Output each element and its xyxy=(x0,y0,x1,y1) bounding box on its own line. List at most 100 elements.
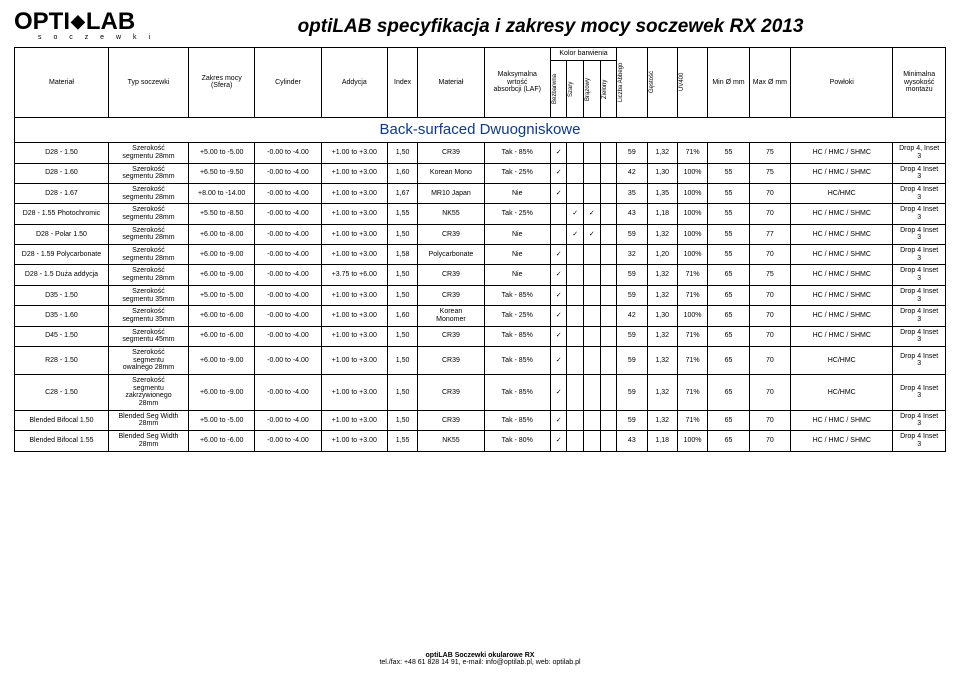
table-cell: ✓ xyxy=(550,306,567,326)
table-row: D35 - 1.60Szerokośćsegmentu 35mm+6.00 to… xyxy=(15,306,946,326)
table-cell: -0.00 to -4.00 xyxy=(255,143,321,163)
table-cell: +1.00 to +3.00 xyxy=(321,431,387,451)
table-cell xyxy=(584,265,601,285)
table-cell: 71% xyxy=(677,143,707,163)
table-cell: +6.00 to -6.00 xyxy=(189,431,255,451)
h-uv400: UV400 xyxy=(677,48,707,118)
table-row: D28 - Polar 1.50Szerokośćsegmentu 28mm+6… xyxy=(15,224,946,244)
table-cell: 70 xyxy=(749,183,790,203)
table-cell: -0.00 to -4.00 xyxy=(255,285,321,305)
table-cell: Tak - 25% xyxy=(484,163,550,183)
table-cell: Szerokośćsegmentu 28mm xyxy=(108,224,188,244)
table-cell: 55 xyxy=(708,204,749,224)
table-cell xyxy=(550,204,567,224)
table-cell: 1,32 xyxy=(647,410,677,430)
table-cell: Nie xyxy=(484,245,550,265)
table-cell: Tak - 85% xyxy=(484,285,550,305)
table-row: D45 - 1.50Szerokośćsegmentu 45mm+6.00 to… xyxy=(15,326,946,346)
table-cell: 100% xyxy=(677,224,707,244)
table-cell: 1,18 xyxy=(647,431,677,451)
table-cell: +3.75 to +6.00 xyxy=(321,265,387,285)
table-cell: ✓ xyxy=(550,375,567,411)
table-cell xyxy=(584,163,601,183)
table-cell: Nie xyxy=(484,183,550,203)
table-cell: Drop 4 Inset3 xyxy=(893,346,946,374)
table-cell xyxy=(600,285,617,305)
table-cell: HC / HMC / SHMC xyxy=(791,204,893,224)
table-cell xyxy=(600,245,617,265)
table-cell: +6.50 to -9.50 xyxy=(189,163,255,183)
table-cell: 71% xyxy=(677,285,707,305)
table-cell xyxy=(584,306,601,326)
h-abbe: Liczba Abbego xyxy=(617,48,647,118)
table-cell: HC/HMC xyxy=(791,375,893,411)
table-cell: +1.00 to +3.00 xyxy=(321,285,387,305)
table-cell: CR39 xyxy=(418,285,484,305)
table-cell: HC/HMC xyxy=(791,183,893,203)
page-footer: optiLAB Soczewki okularowe RX tel./fax: … xyxy=(0,652,960,666)
table-cell: 70 xyxy=(749,326,790,346)
table-cell: -0.00 to -4.00 xyxy=(255,375,321,411)
table-cell xyxy=(567,326,584,346)
table-cell: MR10 Japan xyxy=(418,183,484,203)
table-row: Blended Bifocal 1.50Blended Seg Width28m… xyxy=(15,410,946,430)
table-cell: HC / HMC / SHMC xyxy=(791,143,893,163)
table-cell: 70 xyxy=(749,245,790,265)
table-cell: +5.00 to -5.00 xyxy=(189,143,255,163)
table-cell: ✓ xyxy=(550,431,567,451)
table-cell: 1,50 xyxy=(387,285,417,305)
table-cell: ✓ xyxy=(550,326,567,346)
table-cell: 65 xyxy=(708,265,749,285)
logo-main: OPTI◆LAB xyxy=(14,8,135,36)
table-row: Blended Bifocal 1.55Blended Seg Width28m… xyxy=(15,431,946,451)
table-cell: D28 - 1.59 Polycarbonate xyxy=(15,245,109,265)
table-cell: 77 xyxy=(749,224,790,244)
table-cell: 59 xyxy=(617,285,647,305)
table-row: D28 - 1.5 Duża addycjaSzerokośćsegmentu … xyxy=(15,265,946,285)
table-cell xyxy=(567,431,584,451)
h-material: Materiał xyxy=(15,48,109,118)
table-row: D28 - 1.59 PolycarbonateSzerokośćsegment… xyxy=(15,245,946,265)
table-cell: 100% xyxy=(677,183,707,203)
table-cell: CR39 xyxy=(418,224,484,244)
table-cell: Szerokośćsegmentu 28mm xyxy=(108,265,188,285)
table-cell: 59 xyxy=(617,326,647,346)
table-cell xyxy=(600,410,617,430)
table-cell: Tak - 85% xyxy=(484,346,550,374)
table-cell: Szerokośćsegmentuowalnego 28mm xyxy=(108,346,188,374)
table-cell: +6.00 to -9.00 xyxy=(189,346,255,374)
table-cell: Drop 4 Inset3 xyxy=(893,285,946,305)
logo-text-1: OPTI xyxy=(14,8,70,36)
table-cell: +8.00 to -14.00 xyxy=(189,183,255,203)
table-cell: -0.00 to -4.00 xyxy=(255,204,321,224)
table-row: R28 - 1.50Szerokośćsegmentuowalnego 28mm… xyxy=(15,346,946,374)
table-cell xyxy=(600,163,617,183)
table-cell: HC / HMC / SHMC xyxy=(791,326,893,346)
table-cell: 55 xyxy=(708,163,749,183)
h-addycja: Addycja xyxy=(321,48,387,118)
table-cell: 1,32 xyxy=(647,346,677,374)
table-cell: 71% xyxy=(677,326,707,346)
table-cell: Tak - 85% xyxy=(484,143,550,163)
table-cell xyxy=(567,375,584,411)
table-cell xyxy=(584,346,601,374)
table-cell xyxy=(584,245,601,265)
table-cell: 55 xyxy=(708,183,749,203)
table-cell: +1.00 to +3.00 xyxy=(321,346,387,374)
table-cell: 1,50 xyxy=(387,265,417,285)
table-cell: 65 xyxy=(708,431,749,451)
table-cell: +1.00 to +3.00 xyxy=(321,306,387,326)
table-cell: 43 xyxy=(617,204,647,224)
table-cell: 1,32 xyxy=(647,375,677,411)
h-gestosc: Gęstość xyxy=(647,48,677,118)
table-cell xyxy=(584,431,601,451)
table-cell: +1.00 to +3.00 xyxy=(321,204,387,224)
table-cell: Szerokośćsegmentu 35mm xyxy=(108,306,188,326)
table-cell: +6.00 to -8.00 xyxy=(189,224,255,244)
table-cell: Drop 4 Inset3 xyxy=(893,183,946,203)
table-row: D28 - 1.67Szerokośćsegmentu 28mm+8.00 to… xyxy=(15,183,946,203)
h-bezbarwna: Bezbarwna xyxy=(550,60,567,117)
table-cell: Blended Bifocal 1.55 xyxy=(15,431,109,451)
table-cell: C28 - 1.50 xyxy=(15,375,109,411)
table-cell xyxy=(600,346,617,374)
